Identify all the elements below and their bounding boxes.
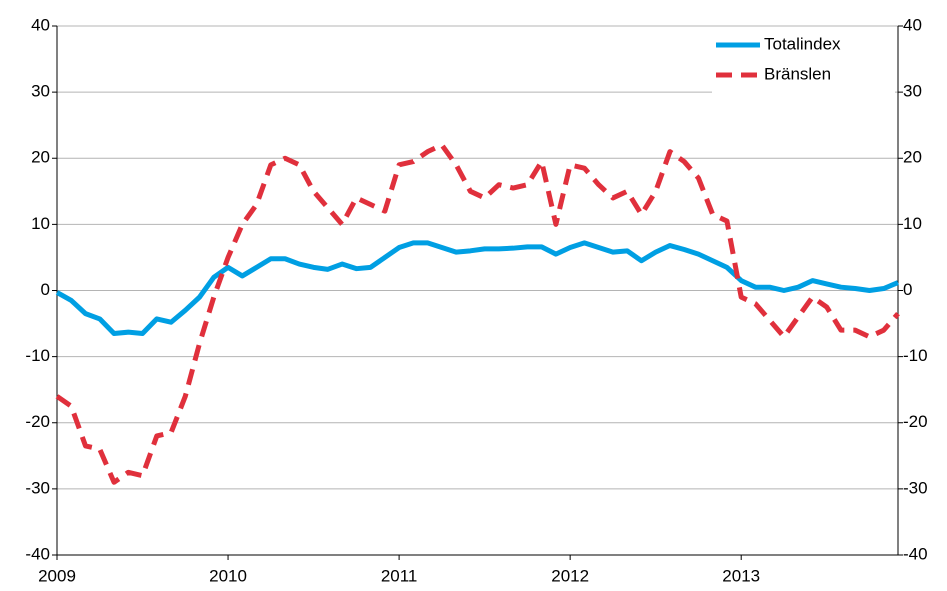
legend-box	[712, 32, 895, 94]
y2-tick-label: 0	[903, 280, 912, 299]
y-tick-label: -10	[25, 346, 50, 365]
x-tick-label: 2009	[38, 566, 76, 585]
y-tick-label: 40	[31, 15, 50, 34]
y-tick-label: 0	[41, 280, 50, 299]
y2-tick-label: 30	[903, 82, 922, 101]
x-tick-label: 2011	[381, 566, 418, 585]
y2-tick-label: 20	[903, 148, 922, 167]
y-tick-label: 10	[31, 214, 50, 233]
x-tick-label: 2012	[551, 566, 589, 585]
y2-tick-label: 10	[903, 214, 922, 233]
x-tick-label: 2010	[209, 566, 247, 585]
y2-tick-label: -30	[903, 478, 928, 497]
x-tick-label: 2013	[722, 566, 760, 585]
y2-tick-label: -10	[903, 346, 928, 365]
y2-tick-label: -40	[903, 544, 928, 563]
y2-tick-label: 40	[903, 15, 922, 34]
y2-tick-label: -20	[903, 412, 928, 431]
y-tick-label: -40	[25, 544, 50, 563]
legend-label: Totalindex	[764, 34, 841, 53]
line-series	[55, 142, 900, 485]
line-series	[55, 240, 899, 336]
y-tick-label: 30	[31, 82, 50, 101]
legend-label: Bränslen	[764, 64, 831, 83]
y-tick-label: -30	[25, 478, 50, 497]
y-tick-label: 20	[31, 148, 50, 167]
y-tick-label: -20	[25, 412, 50, 431]
